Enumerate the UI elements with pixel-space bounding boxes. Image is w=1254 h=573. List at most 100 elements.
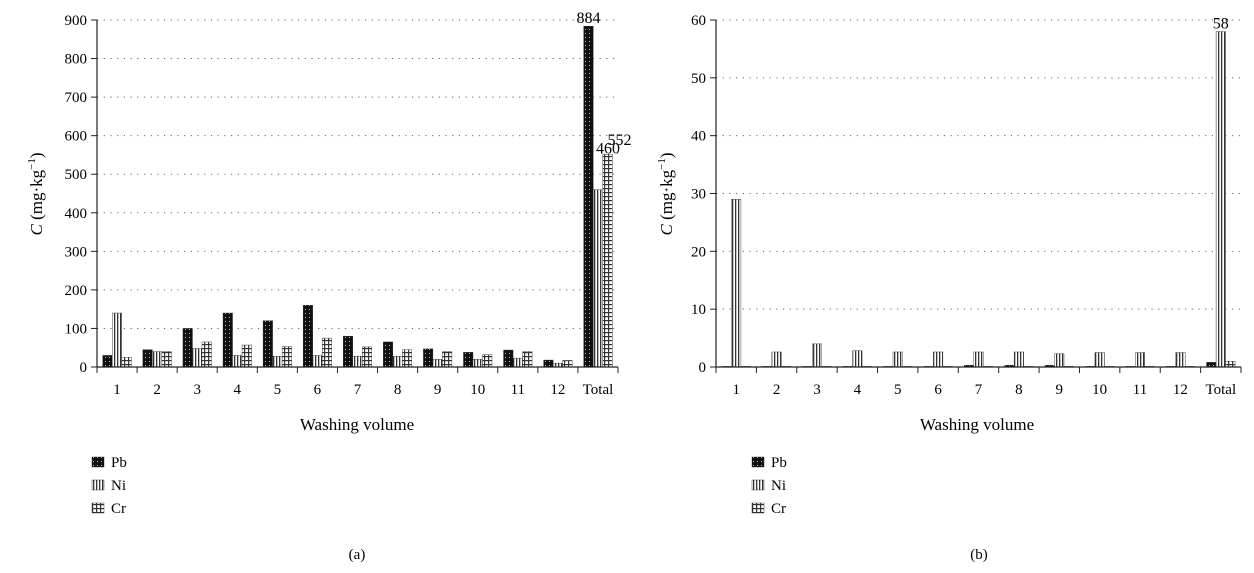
bar-pb xyxy=(102,355,113,368)
bar-pb xyxy=(343,335,353,368)
x-tick-label: 11 xyxy=(511,382,525,398)
x-axis-title: Washing volume xyxy=(300,415,414,434)
y-tick-label: 50 xyxy=(691,71,706,87)
bar-cr xyxy=(201,341,212,368)
y-tick-label: 10 xyxy=(691,302,706,318)
bar-pb xyxy=(543,359,554,368)
legend: Pb Ni Cr xyxy=(91,455,127,517)
x-tick-label: 9 xyxy=(1056,382,1064,398)
panel-label: (b) xyxy=(970,547,988,563)
bar-ni xyxy=(392,356,403,368)
x-tick-label: 9 xyxy=(434,382,442,398)
y-tick-label: 500 xyxy=(65,167,88,183)
bar-cr xyxy=(482,354,493,368)
bar-cr xyxy=(321,337,332,368)
x-tick-label: Total xyxy=(583,382,614,398)
legend-label: Ni xyxy=(111,478,126,494)
legend-swatch-pb xyxy=(91,456,105,468)
bar-ni xyxy=(1054,353,1065,368)
data-label: 884 xyxy=(576,10,600,27)
bar-ni xyxy=(432,359,443,368)
bar-ni xyxy=(192,348,203,368)
x-axis-title: Washing volume xyxy=(920,415,1034,434)
bars xyxy=(102,25,613,368)
bar-pb xyxy=(142,349,153,368)
gridlines xyxy=(97,19,618,329)
y-tick-label: 300 xyxy=(65,244,88,260)
x-tick-label: Total xyxy=(1206,382,1237,398)
bar-ni xyxy=(472,359,483,368)
bar-cr xyxy=(281,346,292,368)
x-tick-label: 11 xyxy=(1133,382,1147,398)
panel-label: (a) xyxy=(349,547,366,563)
y-tick-labels: 0 10 20 30 40 50 60 xyxy=(691,13,706,376)
bars xyxy=(721,31,1236,368)
bar-ni xyxy=(312,355,323,368)
y-axis-title: C (mg·kg−1) xyxy=(26,152,46,235)
y-tick-label: 0 xyxy=(80,360,88,376)
x-tick-label: 3 xyxy=(193,382,201,398)
bar-ni xyxy=(352,356,363,368)
bar-ni xyxy=(232,355,243,368)
x-tick-label: 4 xyxy=(854,382,862,398)
x-tick-labels: 1 2 3 4 5 6 7 8 9 10 11 12 Total xyxy=(732,382,1236,398)
x-tick-label: 5 xyxy=(274,382,282,398)
legend-swatch-ni xyxy=(91,479,105,491)
x-tick-label: 8 xyxy=(394,382,402,398)
x-tick-label: 7 xyxy=(354,382,362,398)
legend-swatch-ni xyxy=(751,479,765,491)
y-tick-label: 900 xyxy=(65,13,88,29)
bar-pb xyxy=(302,305,313,368)
y-tick-label: 600 xyxy=(65,129,88,145)
y-tick-labels: 0 100 200 300 400 500 600 700 800 900 xyxy=(65,13,88,376)
x-tick-label: 1 xyxy=(732,382,740,398)
y-tick-label: 30 xyxy=(691,187,706,203)
bar-ni xyxy=(933,351,944,368)
y-tick-label: 0 xyxy=(699,360,707,376)
x-tick-label: 7 xyxy=(975,382,983,398)
bar-ni xyxy=(152,351,163,368)
bar-ni xyxy=(731,199,742,368)
y-tick-label: 40 xyxy=(691,129,706,145)
bar-pb xyxy=(503,349,514,368)
bar-pb xyxy=(463,352,474,368)
y-tick-label: 20 xyxy=(691,244,706,260)
bar-cr xyxy=(522,351,533,368)
x-tick-labels: 1 2 3 4 5 6 7 8 9 10 11 12 Total xyxy=(113,382,613,398)
gridlines xyxy=(716,19,1241,310)
legend-swatch-cr xyxy=(751,502,765,514)
axes xyxy=(91,19,619,373)
bar-cr xyxy=(161,351,172,368)
bar-cr xyxy=(602,153,613,368)
x-tick-label: 12 xyxy=(550,382,565,398)
y-tick-label: 400 xyxy=(65,206,88,222)
x-tick-label: 5 xyxy=(894,382,902,398)
bar-cr xyxy=(562,360,573,368)
bar-ni xyxy=(1175,352,1186,368)
x-tick-label: 3 xyxy=(813,382,821,398)
bar-ni xyxy=(973,351,984,368)
y-tick-label: 800 xyxy=(65,52,88,68)
bar-pb xyxy=(222,312,233,368)
x-tick-label: 2 xyxy=(773,382,781,398)
x-tick-label: 10 xyxy=(1092,382,1107,398)
bar-pb xyxy=(182,328,193,368)
legend-label: Cr xyxy=(111,501,126,517)
bar-pb xyxy=(383,341,394,368)
bar-pb xyxy=(583,25,594,368)
bar-ni xyxy=(892,351,903,368)
bar-cr xyxy=(402,349,413,368)
x-tick-label: 1 xyxy=(113,382,121,398)
x-tick-label: 6 xyxy=(314,382,322,398)
bar-ni xyxy=(812,343,822,368)
bar-cr xyxy=(1225,361,1236,368)
bar-ni xyxy=(593,189,603,368)
data-label: 58 xyxy=(1213,16,1229,33)
bar-ni xyxy=(771,351,782,368)
bar-cr xyxy=(121,357,132,368)
data-labels: 58 xyxy=(1213,16,1229,33)
